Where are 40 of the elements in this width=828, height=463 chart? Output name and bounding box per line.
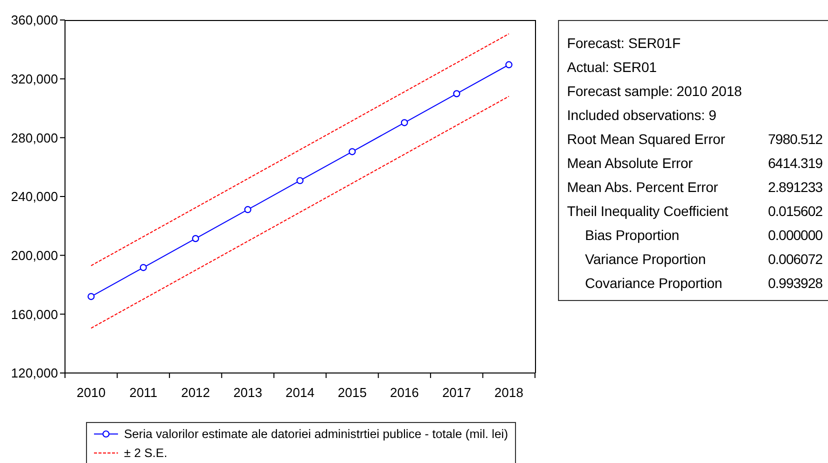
text: Forecast sample: 2010 2018	[567, 83, 742, 99]
point	[192, 235, 200, 242]
text: Root Mean Squared Error 7980.512	[567, 131, 822, 147]
text: Included observations: 9	[567, 107, 716, 123]
y-tick-label: 280,000	[11, 130, 58, 146]
line-series	[90, 33, 510, 266]
point	[453, 90, 460, 98]
legend-label: ± 2 S.E.	[124, 446, 168, 460]
point	[505, 61, 512, 68]
x-tick-label: 2013	[233, 385, 262, 400]
line-series	[90, 96, 510, 329]
y-tick-label: 120,000	[11, 366, 58, 381]
point	[140, 264, 147, 272]
text: Bias Proportion 0.000000	[585, 227, 822, 243]
x-tick-label: 2015	[338, 385, 367, 400]
x-tick-label: 2010	[76, 385, 106, 400]
y-tick-label: 160,000	[11, 306, 58, 322]
x-tick-label: 2018	[494, 385, 524, 400]
point	[348, 148, 356, 156]
point	[296, 177, 304, 184]
y-tick-label: 200,000	[11, 248, 58, 263]
text: Variance Proportion 0.006072	[585, 251, 822, 267]
text: Covariance Proportion 0.993928	[585, 275, 822, 291]
legend-label: Seria valorilor estimate ale datoriei administrtiei publice - totale (mil. lei)	[124, 426, 508, 440]
y-tick-label: 320,000	[11, 71, 58, 86]
y-tick-label: 240,000	[11, 189, 58, 204]
text: Actual: SER01	[567, 59, 657, 75]
x-tick-label: 2016	[390, 385, 419, 400]
text: Mean Absolute Error 6414.319	[567, 155, 822, 171]
point	[244, 206, 252, 214]
point	[88, 292, 95, 300]
x-tick-label: 2017	[442, 385, 472, 400]
x-tick-label: 2011	[129, 385, 158, 400]
text: Forecast: SER01F	[567, 35, 681, 51]
y-tick-label: 360,000	[11, 12, 58, 28]
x-tick-label: 2012	[181, 385, 210, 400]
text: Theil Inequality Coefficient 0.015602	[567, 203, 822, 219]
text: Mean Abs. Percent Error 2.891233	[567, 179, 822, 195]
point	[400, 119, 408, 126]
x-tick-label: 2014	[286, 385, 314, 400]
